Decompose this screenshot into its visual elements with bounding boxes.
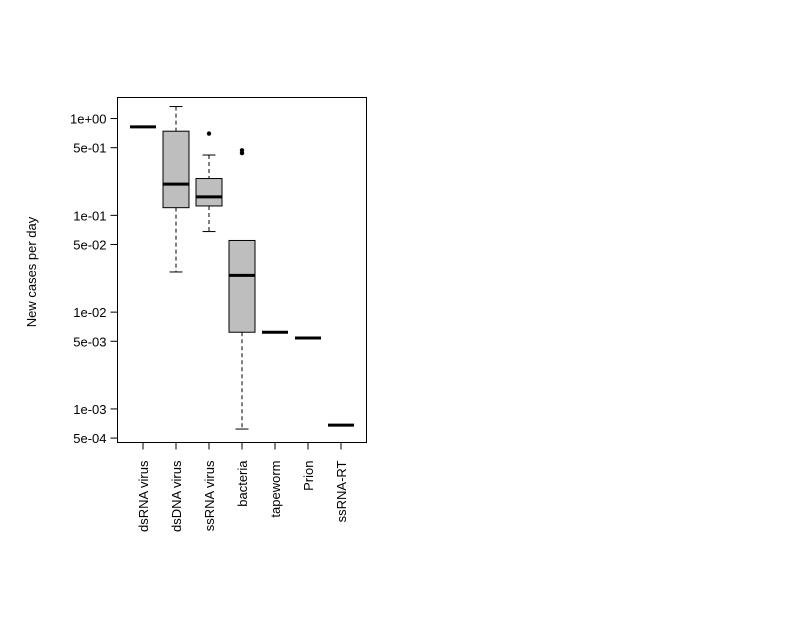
- y-tick-label: 1e+00: [70, 112, 107, 127]
- y-tick-label: 5e-01: [73, 141, 106, 156]
- y-tick-label: 1e-03: [73, 402, 106, 417]
- x-tick-label: dsRNA virus: [136, 460, 151, 532]
- y-tick-label: 5e-02: [73, 237, 106, 252]
- box-body: [195, 178, 223, 207]
- x-tick-label: ssRNA-RT: [334, 460, 349, 522]
- x-tick-label: tapeworm: [268, 461, 283, 518]
- x-axis: dsRNA virus dsDNA virus ssRNA virus bacteri…: [136, 442, 349, 532]
- y-axis: 1e+00 5e-01 1e-01 5e-02 1e-02 5e-03 1e-03 5e-04: [70, 112, 118, 446]
- box-3: [228, 148, 256, 430]
- x-tick-label: bacteria: [235, 460, 250, 507]
- box-body: [162, 130, 190, 209]
- x-tick-label: dsDNA virus: [169, 460, 184, 532]
- outlier-point: [239, 148, 245, 153]
- y-tick-label: 1e-01: [73, 208, 106, 223]
- y-axis-label: New cases per day: [24, 216, 39, 327]
- x-tick-label: Prion: [301, 461, 316, 491]
- y-tick-label: 5e-04: [73, 431, 106, 446]
- box-2: [195, 131, 223, 233]
- y-tick-label: 1e-02: [73, 305, 106, 320]
- y-tick-label: 5e-03: [73, 334, 106, 349]
- box-body: [228, 239, 256, 333]
- box-1: [162, 106, 190, 273]
- x-tick-label: ssRNA virus: [202, 460, 217, 531]
- outlier-point: [206, 131, 212, 136]
- box-series: [130, 106, 354, 430]
